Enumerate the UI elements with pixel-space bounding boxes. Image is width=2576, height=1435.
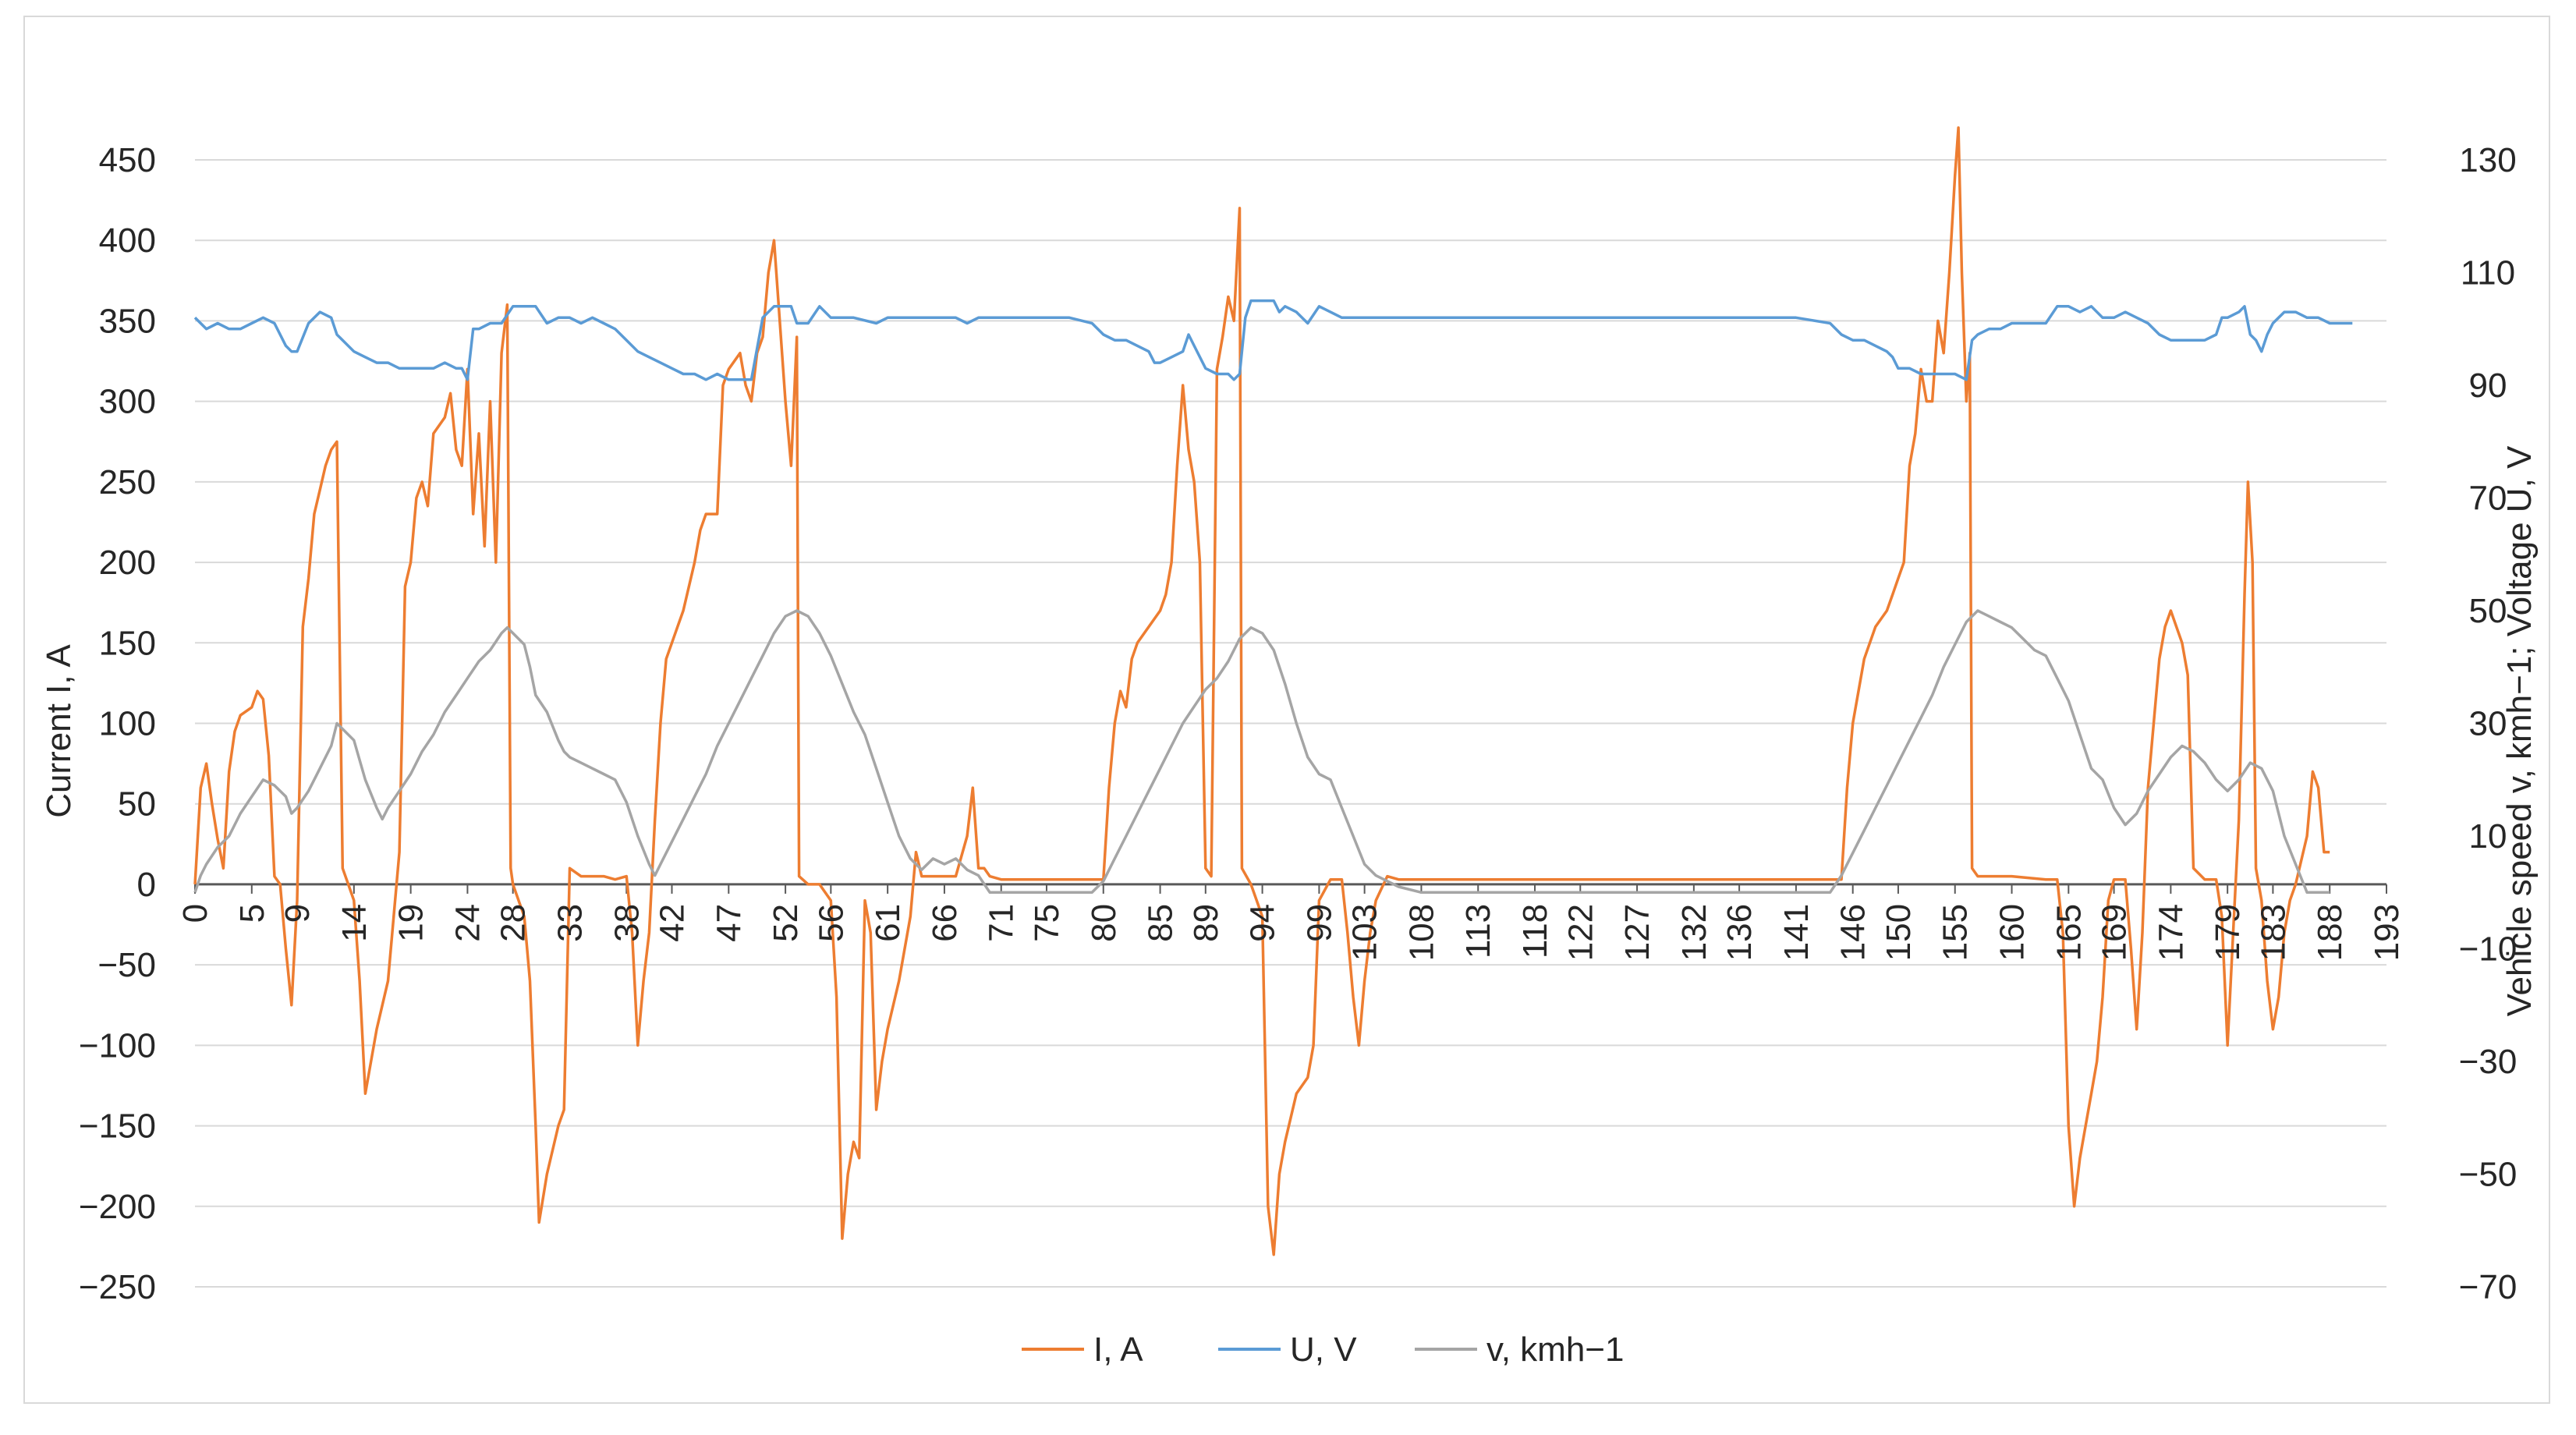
legend-label: v, kmh−1 [1486,1330,1624,1369]
x-tick-label: 193 [2368,904,2406,961]
x-tick-label: 80 [1085,904,1123,942]
x-tick-label: 174 [2152,904,2190,961]
right-tick-label: 110 [2461,254,2515,292]
x-tick-label: 14 [335,904,374,942]
x-tick-label: 165 [2050,904,2088,961]
x-tick-label: 85 [1142,904,1180,942]
x-tick-label: 75 [1028,904,1066,942]
x-tick-label: 71 [983,904,1021,942]
left-tick-label: −200 [79,1188,156,1226]
left-tick-label: 0 [137,866,156,904]
x-tick-label: 42 [654,904,692,942]
left-axis-ticks: 450 400 350 300 250 200 150 100 50 0 −50 −100 −150 −2… [79,141,156,1306]
right-tick-label: 10 [2469,817,2507,856]
x-tick-label: 5 [233,904,271,923]
left-tick-label: 150 [99,624,156,662]
x-tick-label: 160 [1993,904,2032,961]
x-tick-label: 99 [1300,904,1338,942]
left-tick-label: 400 [99,221,156,260]
left-tick-label: 300 [99,383,156,421]
x-tick-label: 141 [1777,904,1816,961]
left-tick-label: 50 [118,785,156,824]
x-tick-label: 94 [1244,904,1282,942]
series-lines [193,126,2353,1256]
chart-container [23,16,2550,1404]
right-tick-label: 70 [2469,480,2507,518]
right-tick-label: −70 [2459,1268,2518,1306]
legend-label: I, A [1093,1330,1143,1369]
left-tick-label: −150 [79,1107,156,1146]
x-tick-label: 38 [608,904,646,942]
x-tick-label: 118 [1516,904,1554,958]
left-tick-label: −50 [97,946,156,984]
series-line-voltage [193,299,2353,381]
right-tick-label: −50 [2459,1156,2518,1194]
x-tick-label: 24 [448,904,487,942]
left-axis-title: Current I, A [40,644,78,818]
x-tick-label: 183 [2254,904,2292,961]
series-line-speed [193,609,2330,895]
x-tick-label: 108 [1402,904,1440,961]
x-tick-label: 136 [1720,904,1759,961]
left-tick-label: 350 [99,302,156,340]
x-tick-label: 127 [1618,904,1657,961]
x-tick-label: 19 [392,904,431,942]
right-tick-label: 90 [2469,367,2507,405]
x-tick-label: 103 [1346,904,1384,961]
left-tick-label: 200 [99,544,156,582]
x-tick-label: 28 [494,904,533,942]
right-axis-title: Vehicle speed v, kmh−1; Voltage U, V [2500,445,2539,1016]
x-tick-label: 0 [176,904,214,923]
x-tick-label: 56 [812,904,850,942]
x-tick-label: 132 [1675,904,1713,961]
x-tick-label: 188 [2311,904,2349,961]
left-tick-label: 450 [99,141,156,179]
right-tick-label: −30 [2459,1043,2518,1081]
x-tick-label: 66 [926,904,964,942]
right-tick-label: 50 [2469,592,2507,630]
x-tick-label: 61 [869,904,907,942]
x-tick-label: 9 [278,904,317,923]
x-tick-label: 122 [1561,904,1600,961]
x-axis-ticks: 0 5 9 14 19 24 28 33 38 42 47 52 56 61 66 71 75 80 85 89 94 9… [176,904,2406,961]
x-tick-label: 146 [1834,904,1873,961]
left-tick-label: −250 [79,1268,156,1306]
right-tick-label: 30 [2469,705,2507,743]
x-tick-label: 113 [1459,904,1497,958]
x-tick-label: 150 [1880,904,1918,961]
x-tick-label: 169 [2096,904,2134,961]
x-tick-label: 179 [2209,904,2247,961]
x-tick-label: 33 [551,904,589,942]
legend: I, A U, V v, kmh−1 [1022,1330,1624,1369]
left-tick-label: −100 [79,1026,156,1065]
legend-label: U, V [1290,1330,1357,1369]
x-tick-label: 155 [1936,904,1975,961]
left-tick-label: 250 [99,463,156,501]
x-tick-label: 52 [767,904,805,942]
right-tick-label: 130 [2459,141,2516,179]
x-tick-label: 89 [1187,904,1225,942]
right-axis-ticks: 130 110 90 70 50 30 10 −10 −30 −50 −70 [2459,141,2518,1306]
series-line-current [193,126,2330,1256]
left-tick-label: 100 [99,705,156,743]
x-tick-label: 47 [710,904,748,942]
right-tick-label: −10 [2459,930,2518,969]
